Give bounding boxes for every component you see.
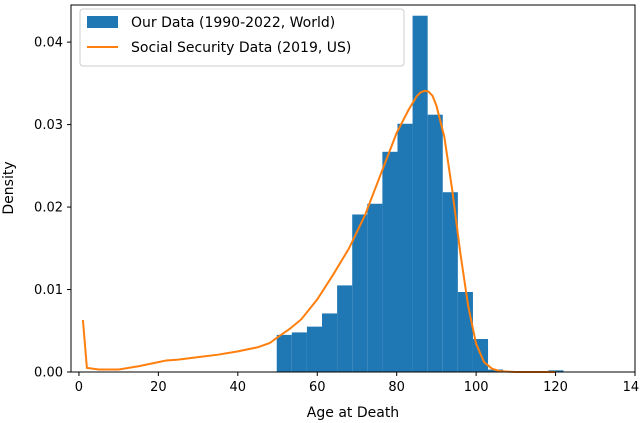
y-tick-label: 0.00 <box>34 366 63 381</box>
histogram-bar <box>427 114 443 372</box>
histogram-bar <box>442 192 458 372</box>
plot-frame <box>70 4 636 373</box>
legend-box <box>79 8 405 67</box>
y-tick-label: 0.02 <box>34 201 63 216</box>
legend-label-line: Social Security Data (2019, US) <box>131 40 351 56</box>
x-tick-label: 40 <box>230 380 247 395</box>
legend-swatch-histogram <box>87 16 118 28</box>
histogram-bar <box>548 370 564 372</box>
histogram-bars <box>276 15 564 372</box>
histogram-bar <box>337 285 353 372</box>
y-tick-label: 0.03 <box>34 118 63 133</box>
histogram-bar <box>322 313 338 372</box>
histogram-bar <box>397 123 413 372</box>
histogram-bar <box>276 334 292 372</box>
histogram-bar <box>382 151 398 372</box>
legend-label-histogram: Our Data (1990-2022, World) <box>131 15 335 31</box>
x-axis-ticks: 0 20 40 60 80 100 120 140 <box>75 372 640 395</box>
histogram-bar <box>306 326 323 372</box>
y-axis-ticks: 0.00 0.01 0.02 0.03 0.04 <box>34 36 71 381</box>
x-tick-label: 20 <box>150 380 167 395</box>
x-tick-label: 0 <box>75 380 83 395</box>
x-tick-label: 60 <box>309 380 326 395</box>
histogram-bar <box>412 15 428 372</box>
histogram-bar <box>457 292 473 372</box>
x-tick-label: 80 <box>388 380 405 395</box>
series-line <box>81 89 556 373</box>
histogram-bar <box>367 203 383 372</box>
legend: Our Data (1990-2022, World) Social Secur… <box>79 8 405 67</box>
x-tick-label: 120 <box>543 380 568 395</box>
y-tick-label: 0.04 <box>34 36 63 51</box>
x-tick-label: 100 <box>464 380 489 395</box>
y-tick-label: 0.01 <box>34 283 63 298</box>
x-axis-label: Age at Death <box>307 405 399 421</box>
histogram-bar <box>291 332 307 372</box>
y-axis-label: Density <box>1 161 17 214</box>
x-tick-label: 140 <box>623 380 640 395</box>
histogram-bar <box>352 214 368 372</box>
